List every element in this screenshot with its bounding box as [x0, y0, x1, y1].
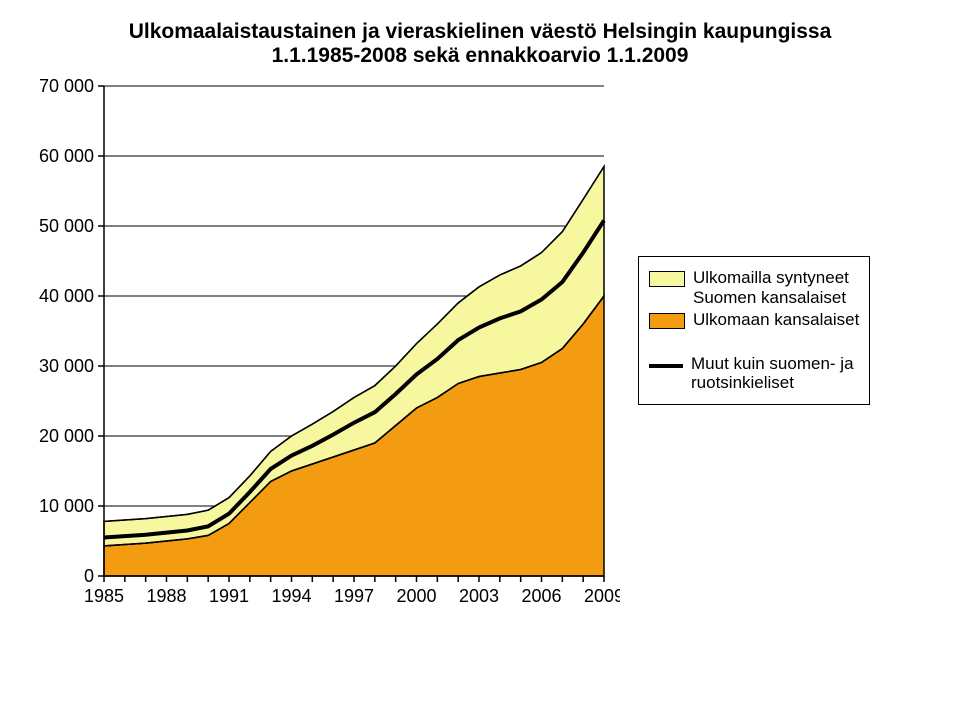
legend-label: Ulkomaan kansalaiset	[693, 310, 859, 330]
legend-label: Muut kuin suomen- jaruotsinkieliset	[691, 354, 854, 393]
svg-text:50 000: 50 000	[39, 216, 94, 236]
svg-text:1985: 1985	[84, 586, 124, 606]
svg-text:2003: 2003	[459, 586, 499, 606]
svg-text:60 000: 60 000	[39, 146, 94, 166]
svg-text:70 000: 70 000	[39, 76, 94, 96]
chart-title: Ulkomaalaistaustainen ja vieraskielinen …	[20, 20, 940, 68]
legend-box: Ulkomailla syntyneetSuomen kansalaiset U…	[638, 256, 870, 405]
svg-text:1988: 1988	[146, 586, 186, 606]
svg-text:1994: 1994	[271, 586, 311, 606]
legend-swatch-icon	[649, 271, 685, 287]
svg-text:2000: 2000	[396, 586, 436, 606]
svg-text:2009: 2009	[584, 586, 620, 606]
chart-area: 0 10 000 20 000 30 000 40 000 50 000 60 000 70 …	[20, 76, 620, 641]
legend-swatch-icon	[649, 313, 685, 329]
svg-text:40 000: 40 000	[39, 286, 94, 306]
title-line-2: 1.1.1985-2008 sekä ennakkoarvio 1.1.2009	[20, 44, 940, 68]
svg-text:30 000: 30 000	[39, 356, 94, 376]
svg-text:2006: 2006	[521, 586, 561, 606]
svg-text:0: 0	[84, 566, 94, 586]
chart-svg: 0 10 000 20 000 30 000 40 000 50 000 60 000 70 …	[20, 76, 620, 636]
legend-separator	[649, 333, 859, 351]
title-line-1: Ulkomaalaistaustainen ja vieraskielinen …	[20, 20, 940, 44]
legend-item: Ulkomailla syntyneetSuomen kansalaiset	[649, 268, 859, 307]
svg-text:10 000: 10 000	[39, 496, 94, 516]
legend-label: Ulkomailla syntyneetSuomen kansalaiset	[693, 268, 849, 307]
svg-text:20 000: 20 000	[39, 426, 94, 446]
svg-text:1997: 1997	[334, 586, 374, 606]
legend-line-icon	[649, 364, 683, 368]
legend-column: Ulkomailla syntyneetSuomen kansalaiset U…	[620, 76, 870, 405]
svg-text:1991: 1991	[209, 586, 249, 606]
chart-wrap: 0 10 000 20 000 30 000 40 000 50 000 60 000 70 …	[20, 76, 940, 641]
legend-item: Muut kuin suomen- jaruotsinkieliset	[649, 354, 859, 393]
legend-item: Ulkomaan kansalaiset	[649, 310, 859, 330]
